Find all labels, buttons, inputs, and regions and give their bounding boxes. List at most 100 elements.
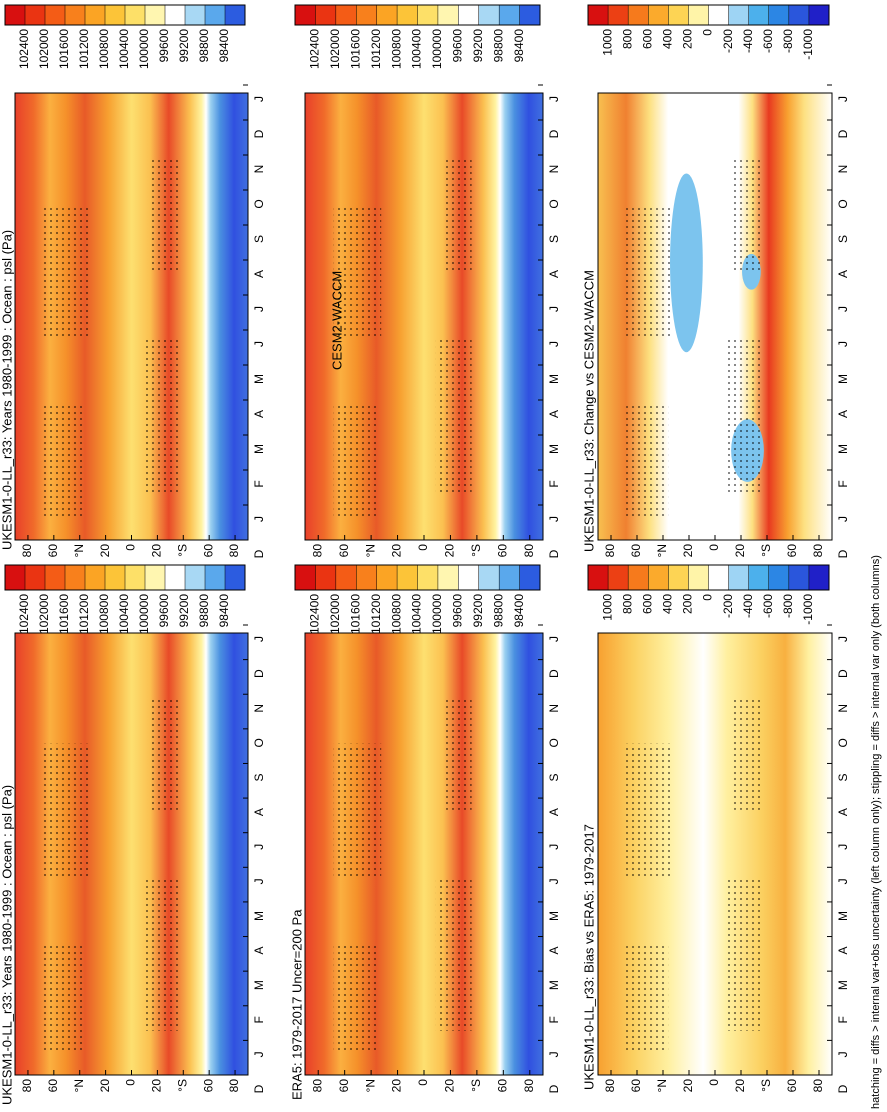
- colorbar-swatch: [65, 5, 86, 25]
- lat-label: 60: [785, 544, 799, 558]
- colorbar-swatch: [708, 565, 730, 590]
- stippling: [150, 699, 179, 810]
- month-label: F: [547, 1016, 561, 1023]
- lat-label: 60: [46, 544, 60, 558]
- colorbar-label: -600: [761, 594, 775, 618]
- month-label: A: [836, 947, 850, 955]
- colorbar-label: 98400: [217, 29, 231, 63]
- colorbar-label: 99200: [471, 594, 485, 628]
- month-label: S: [836, 235, 850, 243]
- month-label: S: [252, 235, 266, 243]
- colorbar-swatch: [376, 565, 398, 590]
- colorbar-swatch: [185, 565, 206, 590]
- colorbar-swatch: [356, 565, 378, 590]
- lat-label: 0: [707, 544, 721, 551]
- lat-label: 80: [310, 544, 324, 558]
- month-label: J: [547, 1051, 561, 1057]
- colorbar-swatch: [25, 5, 46, 25]
- lat-label: 60: [201, 544, 215, 558]
- colorbar-label: 99600: [157, 594, 171, 628]
- lat-label: 20: [443, 544, 457, 558]
- colorbar-label: 98400: [217, 594, 231, 628]
- colorbar-label: 400: [661, 594, 675, 614]
- colorbar-swatch: [437, 565, 459, 590]
- month-label: M: [252, 374, 266, 384]
- colorbar-swatch: [628, 565, 649, 590]
- colorbar-label: 98400: [512, 594, 526, 628]
- colorbar-swatch: [85, 5, 106, 25]
- colorbar-swatch: [688, 5, 710, 25]
- stippling: [626, 405, 669, 518]
- colorbar-swatch: [5, 565, 26, 590]
- colorbar-label: 101200: [369, 29, 383, 69]
- colorbar-label: 101600: [57, 594, 71, 634]
- colorbar-swatch: [728, 565, 750, 590]
- lat-label: 20: [390, 544, 404, 558]
- lat-label: 80: [227, 544, 241, 558]
- month-label: J: [252, 341, 266, 347]
- stippling: [150, 160, 179, 272]
- lat-label: 80: [227, 1079, 241, 1093]
- lat-label: 60: [496, 1079, 510, 1093]
- month-label: J: [836, 1051, 850, 1057]
- colorbar-swatch: [648, 5, 669, 25]
- month-label: J: [547, 341, 561, 347]
- month-label: J: [547, 636, 561, 642]
- stippling: [733, 160, 762, 272]
- lat-label: °S: [469, 544, 483, 557]
- colorbar-label: 99600: [157, 29, 171, 63]
- lat-label: 60: [337, 544, 351, 558]
- colorbar-label: 102400: [308, 594, 322, 634]
- month-label: M: [547, 374, 561, 384]
- colorbar-label: 100000: [137, 29, 151, 69]
- colorbar-label: 100000: [430, 29, 444, 69]
- colorbar-swatch: [499, 565, 521, 590]
- month-label: N: [252, 165, 266, 174]
- month-label: F: [252, 1016, 266, 1023]
- colorbar-swatch: [295, 5, 316, 25]
- colorbar-label: 100800: [389, 29, 403, 69]
- stippling: [733, 699, 762, 810]
- month-label: J: [547, 878, 561, 884]
- month-label: J: [547, 96, 561, 102]
- month-label: J: [547, 844, 561, 850]
- colorbar-label: 101200: [77, 29, 91, 69]
- colorbar-swatch: [417, 565, 439, 590]
- colorbar-swatch: [205, 5, 226, 25]
- colorbar-label: 102400: [17, 594, 31, 634]
- lat-label: 80: [310, 1079, 324, 1093]
- colorbar-label: 600: [640, 29, 654, 49]
- colorbar-swatch: [397, 5, 419, 25]
- colorbar-swatch: [397, 565, 419, 590]
- month-label: J: [252, 844, 266, 850]
- colorbar-swatch: [356, 5, 378, 25]
- colorbar-swatch: [458, 565, 480, 590]
- colorbar-swatch: [376, 5, 398, 25]
- colorbar-label: 100800: [389, 594, 403, 634]
- colorbar-label: 102000: [37, 594, 51, 634]
- month-label: D: [252, 549, 266, 558]
- colorbar-swatch: [499, 5, 521, 25]
- colorbar-swatch: [315, 5, 337, 25]
- colorbar-label: -200: [721, 29, 735, 53]
- lat-label: 80: [811, 1079, 825, 1093]
- footer-note: hatching = diffs > internal var+obs unce…: [870, 555, 882, 1109]
- colorbar-label: 100800: [97, 29, 111, 69]
- lat-label: °N: [363, 544, 377, 557]
- colorbar-swatch: [708, 5, 730, 25]
- month-label: A: [836, 270, 850, 278]
- stippling: [333, 204, 382, 339]
- colorbar-swatch: [145, 565, 166, 590]
- lat-label: °S: [469, 1079, 483, 1092]
- lat-label: 80: [603, 1079, 617, 1093]
- landscape-figure: 80 60 °N 20 0 20 °S 60 80 DJFMAMJJASONDJUKESM1-0-…: [0, 4, 882, 1109]
- colorbar-label: 200: [681, 594, 695, 614]
- month-label: M: [547, 444, 561, 454]
- colorbar-label: -600: [761, 29, 775, 53]
- colorbar-label: 600: [640, 594, 654, 614]
- month-label: J: [252, 96, 266, 102]
- stippling: [333, 405, 377, 518]
- stippling: [443, 699, 472, 810]
- month-label: F: [836, 480, 850, 487]
